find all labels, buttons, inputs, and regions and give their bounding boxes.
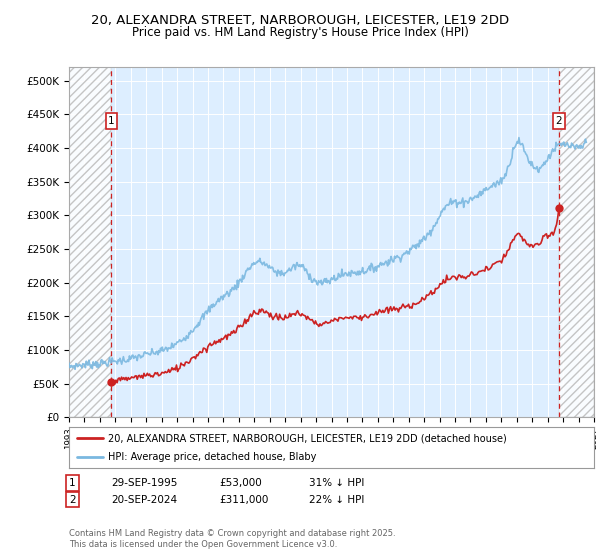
Text: £311,000: £311,000 [219, 494, 268, 505]
Text: 1: 1 [108, 116, 115, 126]
Text: 1: 1 [69, 478, 76, 488]
Text: 20-SEP-2024: 20-SEP-2024 [111, 494, 177, 505]
Text: 20, ALEXANDRA STREET, NARBOROUGH, LEICESTER, LE19 2DD: 20, ALEXANDRA STREET, NARBOROUGH, LEICES… [91, 14, 509, 27]
Text: This data is licensed under the Open Government Licence v3.0.: This data is licensed under the Open Gov… [69, 540, 337, 549]
Text: HPI: Average price, detached house, Blaby: HPI: Average price, detached house, Blab… [109, 452, 317, 461]
Text: 20, ALEXANDRA STREET, NARBOROUGH, LEICESTER, LE19 2DD (detached house): 20, ALEXANDRA STREET, NARBOROUGH, LEICES… [109, 433, 507, 443]
Text: 22% ↓ HPI: 22% ↓ HPI [309, 494, 364, 505]
Text: £53,000: £53,000 [219, 478, 262, 488]
Text: 31% ↓ HPI: 31% ↓ HPI [309, 478, 364, 488]
Text: 2: 2 [69, 494, 76, 505]
Text: 2: 2 [556, 116, 562, 126]
Text: Contains HM Land Registry data © Crown copyright and database right 2025.: Contains HM Land Registry data © Crown c… [69, 529, 395, 538]
Text: 29-SEP-1995: 29-SEP-1995 [111, 478, 178, 488]
Text: Price paid vs. HM Land Registry's House Price Index (HPI): Price paid vs. HM Land Registry's House … [131, 26, 469, 39]
